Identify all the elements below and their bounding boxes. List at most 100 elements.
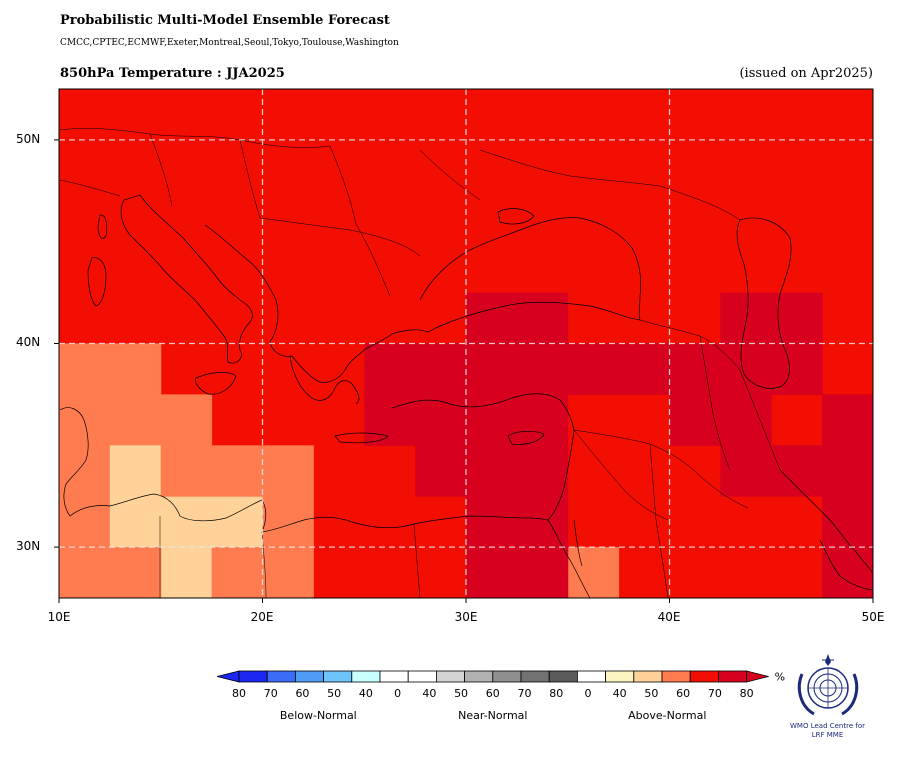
coastlines-borders	[59, 128, 873, 599]
colorbar-swatch	[661, 670, 691, 683]
colorbar-tick-label: 80	[232, 687, 246, 700]
grid-cell	[720, 292, 823, 344]
coastline-sardinia	[87, 257, 107, 307]
lat-tick-30n: 30N	[16, 539, 41, 553]
coastline-persian-gulf	[779, 469, 873, 573]
colorbar-swatch	[238, 670, 268, 683]
coastline-crimea	[497, 208, 535, 225]
colorbar-tick-label: 60	[486, 687, 500, 700]
colorbar-swatch	[633, 670, 663, 683]
grid-cell	[466, 292, 569, 344]
coastline-italy	[120, 194, 253, 364]
axis-tickmarks	[54, 139, 874, 603]
lon-tick-40e: 40E	[657, 610, 681, 624]
model-list: CMCC,CPTEC,ECMWF,Exeter,Montreal,Seoul,T…	[60, 38, 399, 48]
coastline-turkey-south	[391, 393, 575, 431]
colorbar-swatch	[492, 670, 522, 683]
colorbar-swatch	[323, 670, 353, 683]
grid-cell	[109, 547, 162, 599]
colorbar-swatch	[577, 670, 607, 683]
colorbar-tick-label: 50	[454, 687, 468, 700]
grid-cell	[59, 394, 213, 446]
lon-tick-50e: 50E	[861, 610, 885, 624]
colorbar-swatch	[605, 670, 635, 683]
colorbar-swatch	[520, 670, 550, 683]
colorbar-swatch	[351, 670, 381, 683]
colorbar-tick-label: 80	[740, 687, 754, 700]
coastline-turkey-north	[427, 301, 641, 333]
coastline-black-sea-north	[419, 217, 642, 321]
colorbar-tick-label: 0	[584, 687, 591, 700]
lon-tick-20e: 20E	[250, 610, 274, 624]
colorbar-unit: %	[775, 671, 785, 684]
colorbar-swatch	[548, 670, 578, 683]
lat-tick-50n: 50N	[16, 132, 41, 146]
grid-cell	[822, 394, 874, 599]
colorbar-swatch	[464, 670, 494, 683]
colorbar-tick-label: 40	[422, 687, 436, 700]
colorbar-tick-label: 80	[549, 687, 563, 700]
colorbar-group-label: Below-Normal	[280, 709, 357, 722]
colorbar-tick-label: 50	[327, 687, 341, 700]
grid-cell	[364, 343, 823, 395]
colorbar-group-label: Above-Normal	[628, 709, 706, 722]
colorbar-swatch	[407, 670, 437, 683]
colorbar-swatch	[435, 670, 465, 683]
grid-cell	[720, 445, 823, 497]
coastline-gulf-aqaba	[573, 519, 583, 567]
logo-line-2: LRF MME	[811, 731, 844, 739]
border-lines-europe	[59, 128, 741, 297]
coastline-cyprus	[507, 430, 545, 445]
colorbar-swatch	[718, 670, 748, 683]
coastline-caspian	[736, 217, 792, 389]
colorbar-group-label: Near-Normal	[458, 709, 527, 722]
grid-cell	[262, 496, 314, 548]
coastline-greece	[289, 355, 360, 405]
coastline-corsica	[97, 214, 108, 239]
issued-date: (issued on Apr2025)	[739, 66, 873, 81]
lon-tick-10e: 10E	[47, 610, 71, 624]
grid-cell	[669, 394, 772, 446]
forecast-title: Probabilistic Multi-Model Ensemble Forec…	[60, 13, 390, 28]
grid-cell	[364, 394, 416, 446]
colorbar-tick-label: 40	[613, 687, 627, 700]
grid-cell	[59, 445, 111, 599]
border-lines-africa	[159, 515, 421, 599]
grid-cell	[160, 445, 314, 497]
coastline-sicily	[195, 372, 237, 395]
colorbar-tick-label: 60	[295, 687, 309, 700]
coastline-north-africa	[59, 407, 549, 533]
grid-cell	[59, 343, 162, 395]
colorbar-swatch	[379, 670, 409, 683]
colorbar-tick-label: 70	[264, 687, 278, 700]
variable-season-title: 850hPa Temperature : JJA2025	[60, 66, 285, 81]
coastline-levant	[547, 429, 575, 521]
coastline-crete	[334, 432, 389, 444]
border-lines-asia	[573, 319, 781, 599]
colorbar-tick-label: 50	[644, 687, 658, 700]
colorbar-swatch	[689, 670, 719, 683]
grid-cell	[415, 394, 569, 497]
lon-tick-30e: 30E	[454, 610, 478, 624]
coastline-balkans	[204, 224, 429, 383]
colorbar-swatch	[266, 670, 296, 683]
colorbar-left-arrow	[216, 670, 240, 683]
logo-line-1: WMO Lead Centre for	[790, 722, 865, 730]
coastline-red-sea	[547, 519, 591, 599]
colorbar-tick-label: 70	[708, 687, 722, 700]
colorbar: 80 70 60 50 40 0 40 50 60 70 80 0 40 50 60 70 80% Below-N…	[216, 670, 785, 722]
colorbar-swatch	[294, 670, 324, 683]
lat-tick-40n: 40N	[16, 335, 41, 349]
colorbar-right-arrow	[746, 670, 769, 683]
grid-cell	[160, 496, 263, 548]
wmo-logo-text: WMO Lead Centre for LRF MME	[785, 722, 870, 740]
grid-cell	[567, 547, 620, 599]
colorbar-tick-label: 60	[676, 687, 690, 700]
graticule	[59, 89, 873, 598]
colorbar-tick-label: 0	[394, 687, 401, 700]
grid-cell	[160, 547, 213, 599]
colorbar-tick-label: 70	[518, 687, 532, 700]
coastline-arabia	[819, 539, 873, 591]
colorbar-tick-label: 40	[359, 687, 373, 700]
